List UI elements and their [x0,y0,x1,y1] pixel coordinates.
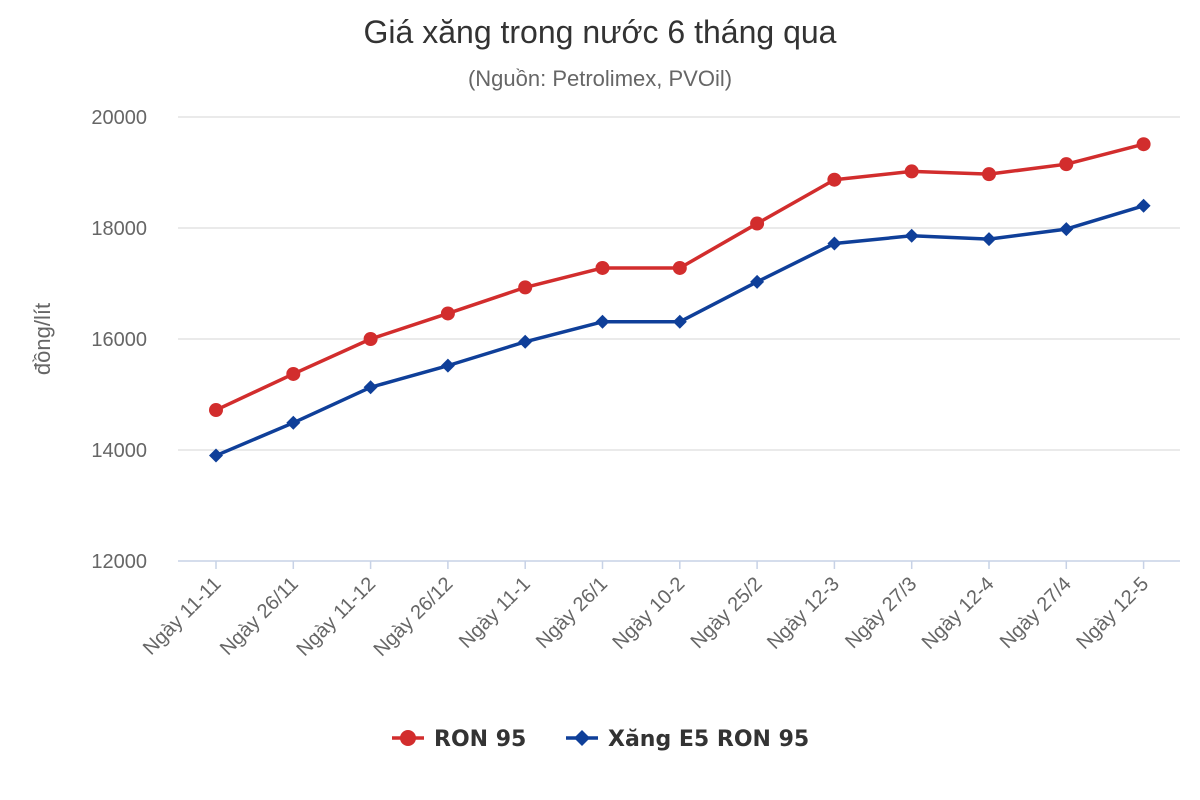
y-axis-title: đồng/lít [30,303,55,375]
data-point [904,228,919,243]
x-tick-label: Ngày 11-12 [293,573,381,661]
x-tick-label: Ngày 12-4 [918,573,999,654]
x-tick-label: Ngày 12-5 [1072,573,1153,654]
gridlines [178,116,1180,562]
series-line [215,204,1145,458]
data-point [595,260,610,275]
data-point [827,236,842,251]
data-point [286,415,301,430]
data-point [672,260,687,275]
legend-label: Xăng E5 RON 95 [608,727,809,752]
series [209,137,1151,463]
data-point [363,380,378,395]
data-point [672,314,687,329]
legend-marker [574,730,590,746]
data-point [750,274,765,289]
series-ron-95 [209,137,1151,418]
data-point [982,232,996,247]
y-tick-label: 20000 [91,107,147,129]
y-tick-label: 14000 [91,440,147,462]
x-tick-label: Ngày 26/12 [370,573,458,661]
data-point [286,366,301,381]
x-tick-label: Ngày 26/1 [532,573,612,653]
legend-label: RON 95 [434,727,526,752]
x-tick-label: Ngày 27/4 [996,573,1076,653]
data-point [1059,222,1074,237]
data-point [1059,157,1074,172]
x-tick-label: Ngày 11-1 [455,573,535,653]
data-point [209,403,223,418]
x-tick-label: Ngày 27/3 [841,573,921,653]
x-tick-label: Ngày 11-11 [139,573,226,660]
x-tick-label: Ngày 12-3 [763,573,844,654]
data-point [209,448,223,463]
legend-item: Xăng E5 RON 95 [566,727,809,752]
x-tick-label: Ngày 25/2 [687,573,767,653]
legend-item: RON 95 [392,727,526,752]
data-point [518,280,533,295]
data-point [363,332,378,346]
data-point [904,164,919,179]
data-point [1136,198,1151,213]
chart-subtitle: (Nguồn: Petrolimex, PVOil) [467,66,733,91]
y-tick-label: 16000 [91,329,147,351]
data-point [440,358,455,373]
data-point [1136,137,1151,152]
series-line [215,142,1145,412]
data-point [750,216,765,231]
data-point [827,172,842,187]
y-axis-ticks: 12000 14000 16000 18000 20000 [91,107,147,573]
legend-marker [400,730,416,746]
legend: RON 95 Xăng E5 RON 95 [392,727,809,752]
data-point [518,334,533,349]
data-point [595,314,610,329]
data-point [982,167,996,182]
x-tick-label: Ngày 10-2 [609,573,690,654]
y-tick-label: 18000 [91,218,147,240]
series-xăng-e5-ron-95 [209,198,1151,463]
y-tick-label: 12000 [91,551,147,573]
data-point [440,306,455,321]
x-tick-label: Ngày 26/11 [216,573,303,660]
chart-title: Giá xăng trong nước 6 tháng qua [363,14,837,50]
